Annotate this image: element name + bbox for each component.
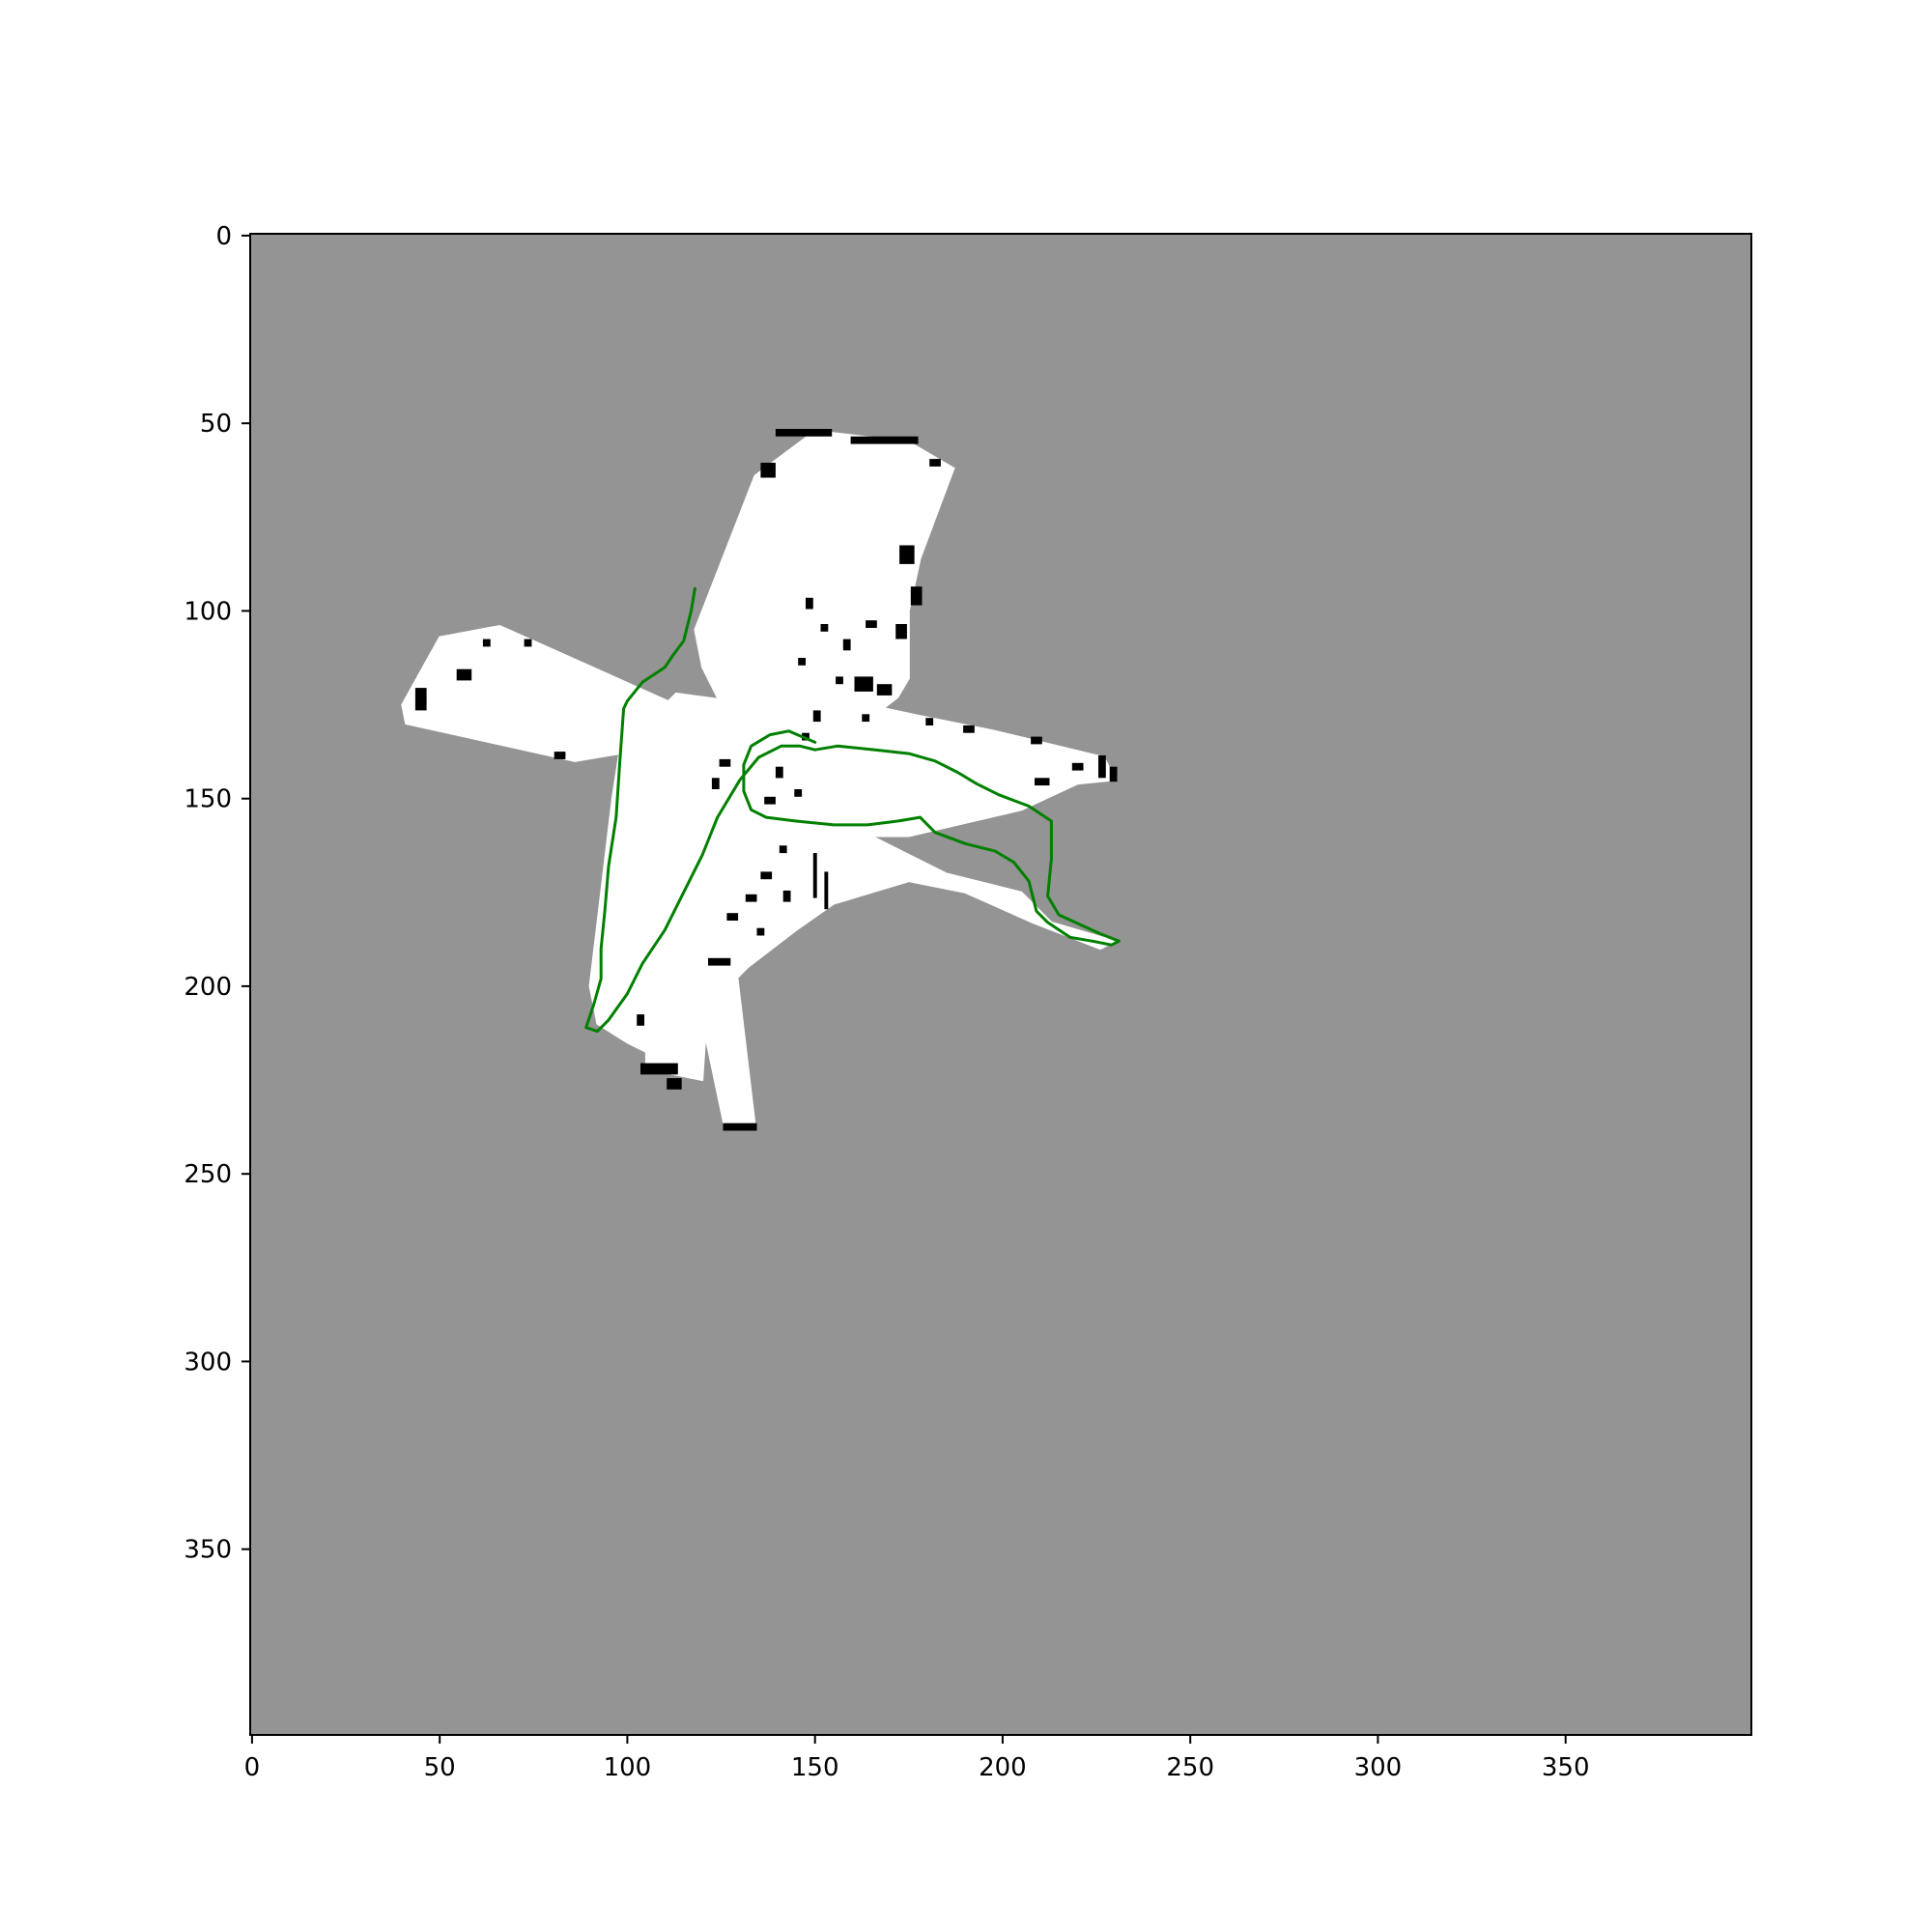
obstacle-cell [414, 688, 427, 711]
y-tick-label: 250 [184, 1160, 232, 1189]
y-tick-label: 50 [200, 410, 232, 439]
obstacle-cell [910, 586, 923, 606]
robot-trajectory [584, 586, 1121, 1034]
obstacle-cell [806, 597, 813, 610]
obstacle-cell [836, 676, 843, 685]
axes-frame [249, 233, 1752, 1736]
obstacle-cell [1031, 736, 1042, 745]
free-space-layer [401, 429, 1119, 1130]
x-tick-label: 150 [791, 1753, 839, 1782]
obstacle-cell [708, 957, 731, 966]
obstacle-cell [482, 639, 491, 647]
obstacle-cell [899, 545, 915, 564]
obstacle-cell [842, 639, 851, 651]
occupancy-grid [401, 429, 1121, 1131]
obstacle-layer [414, 429, 1118, 1131]
obstacle-cell [711, 778, 720, 789]
y-axis: 0 50 100 150 200 250 300 350 [184, 222, 250, 1565]
y-tick-label: 100 [184, 597, 232, 626]
x-tick-label: 50 [424, 1753, 456, 1782]
obstacle-cell [640, 1063, 678, 1075]
obstacle-cell [1098, 755, 1106, 779]
obstacle-cell [782, 890, 791, 902]
obstacle-cell [812, 853, 817, 898]
y-tick-label: 150 [184, 785, 232, 814]
obstacle-cell [876, 684, 893, 696]
free-region-center-body [588, 692, 836, 1063]
obstacle-cell [850, 436, 919, 444]
free-region-south-leg-1 [644, 965, 712, 1082]
y-tick-label: 200 [184, 973, 232, 1002]
obstacle-cell [667, 1078, 682, 1090]
obstacle-cell [760, 871, 773, 880]
obstacle-cell [1109, 766, 1118, 782]
obstacle-cell [802, 732, 810, 741]
obstacle-cell [756, 927, 765, 936]
obstacle-cell [456, 668, 472, 681]
obstacle-cell [824, 871, 829, 910]
obstacle-cell [775, 429, 833, 437]
x-tick-label: 250 [1166, 1753, 1214, 1782]
y-tick-label: 300 [184, 1348, 232, 1377]
x-tick-label: 100 [604, 1753, 652, 1782]
obstacle-cell [862, 714, 870, 723]
x-axis: 0 50 100 150 200 250 300 350 [244, 1735, 1590, 1782]
obstacle-cell [812, 710, 821, 723]
obstacle-cell [779, 845, 787, 854]
obstacle-cell [925, 718, 934, 725]
obstacle-cell [745, 894, 757, 902]
x-tick-label: 350 [1542, 1753, 1590, 1782]
x-tick-label: 200 [979, 1753, 1027, 1782]
x-tick-label: 300 [1354, 1753, 1403, 1782]
obstacle-cell [866, 620, 877, 628]
obstacle-cell [798, 658, 806, 666]
x-tick-label: 0 [244, 1753, 261, 1782]
obstacle-cell [554, 752, 566, 759]
obstacle-cell [775, 766, 783, 779]
obstacle-cell [1071, 762, 1084, 771]
obstacle-cell [1035, 778, 1050, 786]
obstacle-cell [726, 913, 739, 921]
obstacle-cell [723, 1122, 757, 1131]
y-tick-label: 350 [184, 1536, 232, 1565]
obstacle-cell [719, 758, 731, 767]
obstacle-cell [929, 459, 941, 467]
obstacle-cell [794, 789, 803, 797]
trajectory-layer [584, 586, 1121, 1034]
map-background [250, 234, 1751, 1735]
free-region-southeast-arm [833, 815, 1119, 951]
obstacle-cell [895, 624, 907, 639]
obstacle-cell [637, 1014, 644, 1026]
obstacle-cell [820, 624, 829, 632]
obstacle-cell [764, 796, 776, 805]
obstacle-cell [963, 724, 975, 733]
obstacle-cell [854, 676, 873, 692]
obstacle-cell [524, 639, 532, 647]
y-tick-label: 0 [215, 222, 232, 251]
obstacle-cell [760, 463, 776, 478]
